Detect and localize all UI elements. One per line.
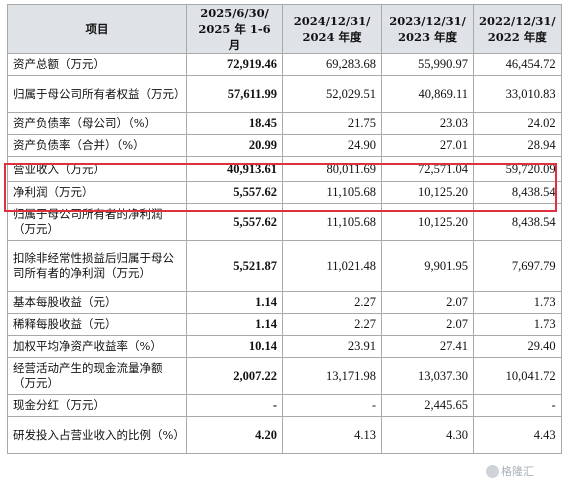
cell-value: 13,037.30 <box>381 357 474 395</box>
cell-value: 1.14 <box>186 291 283 314</box>
cell-value: 4.20 <box>186 416 283 454</box>
cell-value: 52,029.51 <box>282 75 382 113</box>
header-period-3: 2023/12/31/2023 年度 <box>381 4 474 54</box>
cell-value: 8,438.54 <box>473 203 562 241</box>
cell-value: 57,611.99 <box>186 75 283 113</box>
cell-value: 21.75 <box>282 112 382 135</box>
cell-value: 11,105.68 <box>282 203 382 241</box>
cell-value: - <box>473 394 562 417</box>
cell-value: 80,011.69 <box>282 156 382 182</box>
cell-value: 23.91 <box>282 335 382 358</box>
cell-value: 10,125.20 <box>381 181 474 204</box>
cell-value: 10,125.20 <box>381 203 474 241</box>
cell-value: 28.94 <box>473 134 562 157</box>
table-row: 资产负债率（母公司）（%） 18.45 21.75 23.03 24.02 <box>7 112 562 135</box>
row-label: 研发投入占营业收入的比例（%） <box>7 416 187 454</box>
cell-value: 5,557.62 <box>186 203 283 241</box>
table-row: 加权平均净资产收益率（%） 10.14 23.91 27.41 29.40 <box>7 335 562 358</box>
cell-value: 27.41 <box>381 335 474 358</box>
header-period-4: 2022/12/31/2022 年度 <box>473 4 562 54</box>
row-label: 净利润（万元） <box>7 181 187 204</box>
cell-value: 4.43 <box>473 416 562 454</box>
cell-value: 59,720.09 <box>473 156 562 182</box>
cell-value: 72,571.04 <box>381 156 474 182</box>
cell-value: 10.14 <box>186 335 283 358</box>
header-item: 项目 <box>7 4 187 54</box>
row-label: 现金分红（万元） <box>7 394 187 417</box>
cell-value: - <box>186 394 283 417</box>
table-row: 资产负债率（合并）（%） 20.99 24.90 27.01 28.94 <box>7 134 562 157</box>
cell-value: 2.27 <box>282 291 382 314</box>
cell-value: 13,171.98 <box>282 357 382 395</box>
cell-value: 4.30 <box>381 416 474 454</box>
row-label: 基本每股收益（元） <box>7 291 187 314</box>
cell-value: 7,697.79 <box>473 240 562 292</box>
row-label: 资产总额（万元） <box>7 53 187 76</box>
table-row: 现金分红（万元） - -2,445.65- <box>7 394 562 417</box>
watermark-logo-icon <box>486 464 499 478</box>
watermark: 格隆汇 <box>486 463 534 479</box>
cell-value: 46,454.72 <box>473 53 562 76</box>
table-row: 经营活动产生的现金流量净额（万元） 2,007.22 13,171.98 13,037… <box>7 357 562 395</box>
cell-value: 5,557.62 <box>186 181 283 204</box>
cell-value: 40,913.61 <box>186 156 283 182</box>
table-row: 基本每股收益（元） 1.14 2.27 2.07 1.73 <box>7 291 562 314</box>
watermark-text: 格隆汇 <box>501 465 534 478</box>
cell-value: 2.27 <box>282 313 382 336</box>
cell-value: 2,007.22 <box>186 357 283 395</box>
cell-value: 1.73 <box>473 313 562 336</box>
cell-value: 69,283.68 <box>282 53 382 76</box>
row-label: 归属于母公司所有者的净利润（万元） <box>7 203 187 241</box>
table-row: 归属于母公司所有者的净利润（万元） 5,557.62 11,105.68 10,125… <box>7 203 562 241</box>
table-row: 净利润（万元） 5,557.62 11,105.68 10,125.20 8,438.5… <box>7 181 562 204</box>
cell-value: 40,869.11 <box>381 75 474 113</box>
cell-value: 9,901.95 <box>381 240 474 292</box>
cell-value: 24.90 <box>282 134 382 157</box>
cell-value: 2.07 <box>381 291 474 314</box>
row-label: 资产负债率（母公司）（%） <box>7 112 187 135</box>
header-period-2: 2024/12/31/2024 年度 <box>282 4 382 54</box>
row-label: 扣除非经常性损益后归属于母公司所有者的净利润（万元） <box>7 240 187 292</box>
header-period-1: 2025/6/30/2025 年 1-6 月 <box>186 4 283 54</box>
cell-value: 55,990.97 <box>381 53 474 76</box>
cell-value: 11,021.48 <box>282 240 382 292</box>
row-label: 经营活动产生的现金流量净额（万元） <box>7 357 187 395</box>
cell-value: 18.45 <box>186 112 283 135</box>
row-label: 加权平均净资产收益率（%） <box>7 335 187 358</box>
table-row: 归属于母公司所有者权益（万元） 57,611.99 52,029.51 40,869.… <box>7 75 562 113</box>
cell-value: 1.14 <box>186 313 283 336</box>
cell-value: 4.13 <box>282 416 382 454</box>
cell-value: 10,041.72 <box>473 357 562 395</box>
cell-value: 72,919.46 <box>186 53 283 76</box>
table-row: 研发投入占营业收入的比例（%） 4.20 4.13 4.30 4.43 <box>7 416 562 454</box>
table-row: 稀释每股收益（元） 1.14 2.27 2.07 1.73 <box>7 313 562 336</box>
cell-value: - <box>282 394 382 417</box>
financial-table: 项目 2025/6/30/2025 年 1-6 月 2024/12/31/202… <box>7 4 562 454</box>
cell-value: 33,010.83 <box>473 75 562 113</box>
cell-value: 2,445.65 <box>381 394 474 417</box>
row-label: 资产负债率（合并）（%） <box>7 134 187 157</box>
cell-value: 11,105.68 <box>282 181 382 204</box>
cell-value: 8,438.54 <box>473 181 562 204</box>
cell-value: 23.03 <box>381 112 474 135</box>
row-label: 归属于母公司所有者权益（万元） <box>7 75 187 113</box>
row-label: 营业收入（万元） <box>7 156 187 182</box>
table-row: 营业收入（万元） 40,913.61 80,011.69 72,571.04 59,72… <box>7 156 562 182</box>
header-row: 项目 2025/6/30/2025 年 1-6 月 2024/12/31/202… <box>7 4 562 54</box>
cell-value: 5,521.87 <box>186 240 283 292</box>
cell-value: 24.02 <box>473 112 562 135</box>
table-row: 扣除非经常性损益后归属于母公司所有者的净利润（万元） 5,521.87 11,021… <box>7 240 562 292</box>
row-label: 稀释每股收益（元） <box>7 313 187 336</box>
cell-value: 29.40 <box>473 335 562 358</box>
cell-value: 2.07 <box>381 313 474 336</box>
cell-value: 27.01 <box>381 134 474 157</box>
cell-value: 1.73 <box>473 291 562 314</box>
table-row: 资产总额（万元） 72,919.46 69,283.68 55,990.97 46,45… <box>7 53 562 76</box>
cell-value: 20.99 <box>186 134 283 157</box>
